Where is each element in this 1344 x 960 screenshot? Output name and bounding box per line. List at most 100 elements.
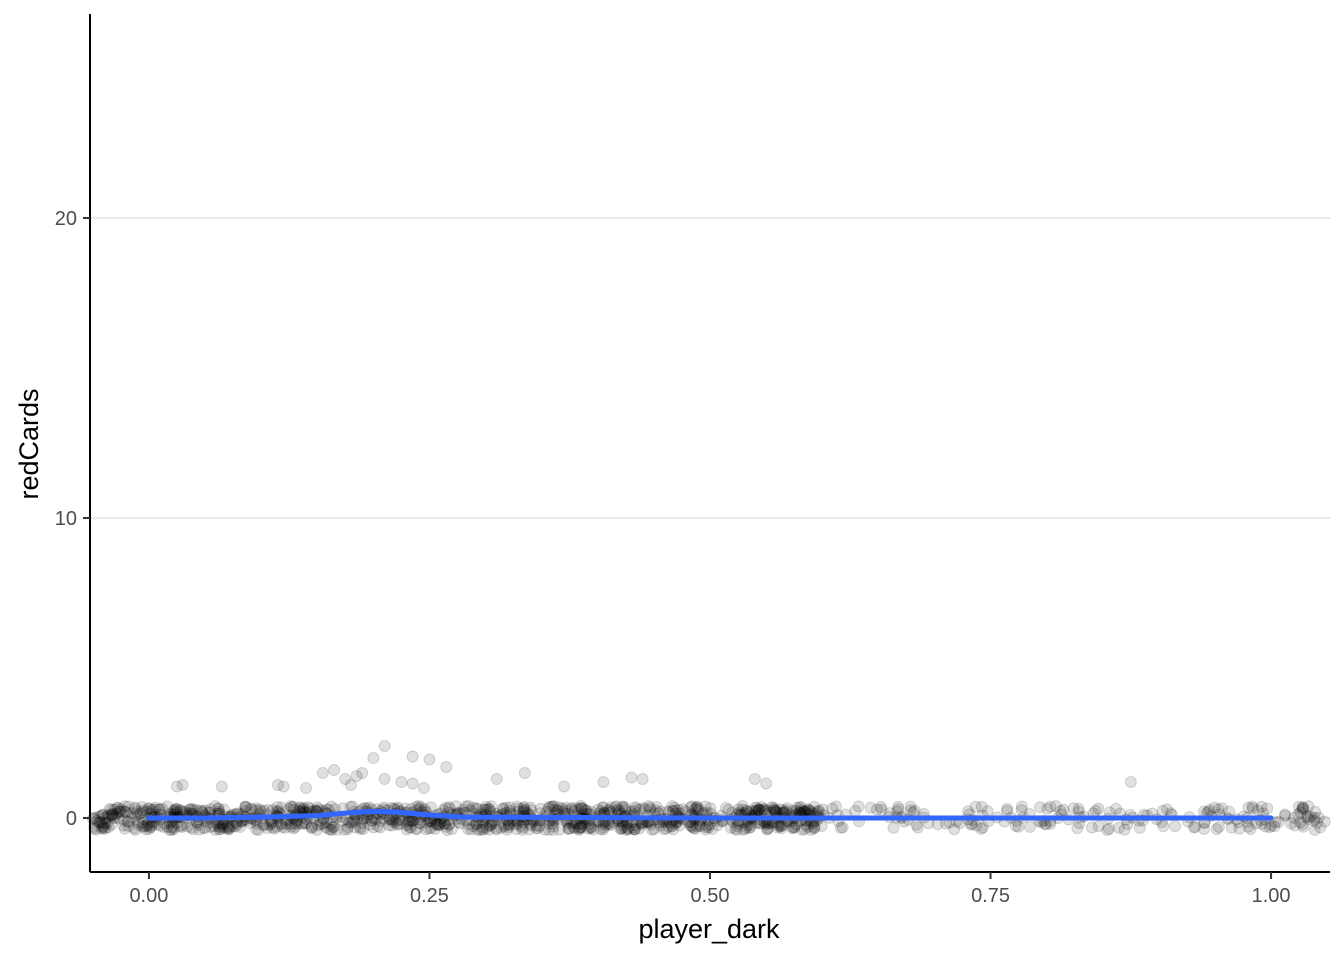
data-point	[222, 821, 235, 834]
data-point	[1072, 805, 1085, 818]
data-point	[113, 805, 126, 818]
data-point	[691, 800, 704, 813]
data-point	[305, 821, 318, 834]
data-point	[214, 821, 227, 834]
data-point	[490, 821, 503, 834]
data-point	[765, 801, 778, 814]
data-point	[170, 803, 183, 816]
data-point	[622, 821, 635, 834]
data-point	[117, 819, 130, 832]
data-point	[413, 817, 426, 830]
data-point	[96, 809, 109, 822]
data-point	[1112, 821, 1125, 834]
data-point	[1297, 820, 1310, 833]
data-point	[482, 802, 495, 815]
data-point	[289, 821, 302, 834]
data-point	[650, 801, 663, 814]
data-point	[1133, 821, 1146, 834]
data-point	[374, 815, 387, 828]
data-point	[270, 820, 283, 833]
data-point	[477, 823, 490, 836]
data-point	[185, 802, 198, 815]
data-point	[326, 821, 339, 834]
data-point	[483, 819, 496, 832]
data-point	[704, 802, 717, 815]
data-point	[771, 821, 784, 834]
data-point	[99, 811, 112, 824]
data-point	[374, 821, 387, 834]
tick-labels: 0.00 0.25 0.50 0.75 1.00 0 10 20	[55, 208, 1291, 907]
data-point	[1085, 821, 1098, 834]
data-point	[93, 810, 106, 823]
data-point	[485, 800, 498, 813]
data-point	[749, 801, 762, 814]
data-point	[852, 800, 865, 813]
x-tick-label: 0.00	[129, 885, 168, 907]
data-point	[1212, 803, 1225, 816]
data-point	[344, 779, 357, 791]
data-point	[301, 801, 314, 814]
data-point	[136, 800, 149, 813]
data-point	[171, 803, 184, 816]
data-point	[547, 820, 560, 833]
data-point	[773, 820, 786, 833]
data-point	[93, 816, 106, 829]
data-point	[892, 800, 905, 813]
data-point	[105, 818, 118, 831]
data-point	[1210, 823, 1223, 836]
data-point	[490, 823, 503, 836]
data-point	[699, 800, 712, 813]
data-point	[706, 822, 719, 835]
data-point	[808, 821, 821, 834]
data-point	[449, 800, 462, 813]
data-point	[345, 817, 358, 830]
data-point	[731, 820, 744, 833]
data-point	[1304, 810, 1317, 823]
data-point	[686, 821, 699, 834]
data-point	[287, 800, 300, 813]
data-point	[325, 823, 338, 836]
data-point	[433, 818, 446, 831]
data-point	[497, 802, 510, 815]
data-point	[95, 816, 108, 829]
data-point	[645, 823, 658, 836]
data-point	[471, 802, 484, 815]
data-point	[801, 820, 814, 833]
data-point	[582, 822, 595, 835]
data-point	[808, 800, 821, 813]
data-point	[702, 821, 715, 834]
data-point	[1292, 808, 1305, 821]
data-point	[668, 801, 681, 814]
data-point	[165, 823, 178, 836]
data-point	[615, 821, 628, 834]
data-point	[266, 821, 279, 834]
data-point	[105, 808, 118, 821]
data-point	[553, 823, 566, 836]
data-point	[276, 821, 289, 834]
data-point	[756, 803, 769, 816]
data-point	[1118, 823, 1131, 836]
data-point	[743, 822, 756, 835]
data-point	[401, 815, 414, 828]
data-point	[1301, 809, 1314, 822]
data-point	[684, 801, 697, 814]
data-point	[621, 822, 634, 835]
data-point	[628, 823, 641, 836]
data-point	[97, 808, 110, 821]
data-point	[439, 802, 452, 815]
data-point	[633, 822, 646, 835]
data-point	[128, 801, 141, 814]
data-point	[596, 801, 609, 814]
data-point	[128, 811, 141, 824]
data-point	[118, 822, 131, 835]
data-point	[137, 806, 150, 819]
data-point	[617, 820, 630, 833]
data-point	[115, 803, 128, 816]
data-point	[386, 819, 399, 832]
data-point	[781, 802, 794, 815]
data-point	[558, 780, 571, 793]
data-point	[642, 800, 655, 813]
data-point	[257, 819, 270, 832]
data-point	[1109, 802, 1122, 815]
data-point	[250, 823, 263, 836]
